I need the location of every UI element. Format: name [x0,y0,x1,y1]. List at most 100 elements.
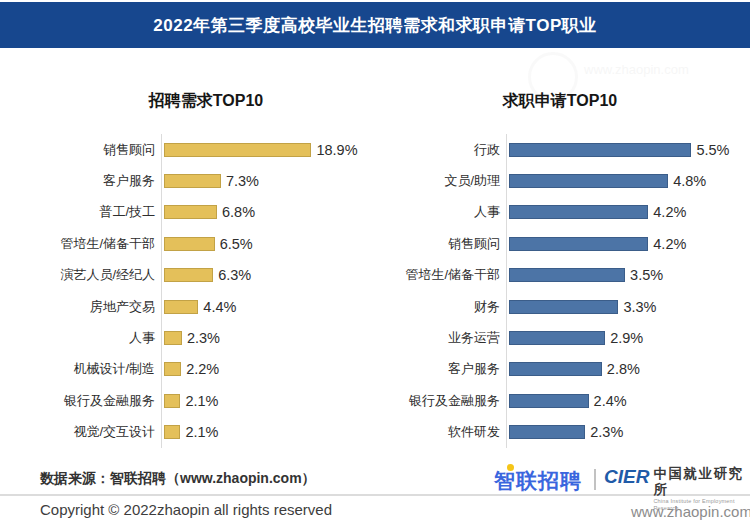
footer-url-text: www.zhaopin.com [631,503,750,520]
plot-area: 3.5% [506,260,747,291]
plot-area: 4.2% [506,228,747,259]
plot-area: 2.3% [506,417,747,448]
bar [509,174,668,188]
bar-row: 普工/技工6.8% [40,197,372,228]
category-label: 演艺人员/经纪人 [40,266,161,284]
bar [164,143,311,157]
data-source-text: 数据来源：智联招聘（www.zhaopin.com） [40,470,316,488]
bar-row: 销售顾问 18.9% [40,134,372,165]
bar-row: 业务运营 2.9% [385,322,747,353]
plot-area: 2.9% [506,322,747,353]
bar-row: 管培生/储备干部6.5% [40,228,372,259]
category-label: 银行及金融服务 [385,392,506,410]
plot-area: 2.1% [161,417,372,448]
watermark-url-text: www.zhaopin.com [584,62,689,77]
value-label: 2.4% [594,393,627,409]
plot-area: 2.2% [161,354,372,385]
plot-area: 2.1% [161,385,372,416]
application-chart: 行政5.5%文员/助理4.8%人事4.2%销售顾问4.2%管培生/储备干部3.5… [385,134,747,448]
bar [164,394,180,408]
bar-row: 人事4.2% [385,197,747,228]
bar [164,331,182,345]
bar-row: 客户服务 2.8% [385,354,747,385]
value-label: 4.2% [653,204,686,220]
bar [509,237,648,251]
bar-row: 销售顾问4.2% [385,228,747,259]
copyright-text: Copyright © 2022zhaopin all rights reser… [40,501,332,518]
plot-area: 3.3% [506,291,747,322]
bar-row: 管培生/储备干部 3.5% [385,260,747,291]
bar-row: 机械设计/制造 2.2% [40,354,372,385]
category-label: 客户服务 [385,360,506,378]
zhaopin-logo: 智联招聘 [494,467,582,495]
bar [164,425,180,439]
category-label: 财务 [385,298,506,316]
cier-logo-acronym: CIER [604,466,649,488]
plot-area: 6.3% [161,260,372,291]
plot-area: 2.3% [161,322,372,353]
value-label: 7.3% [226,173,259,189]
bar-row: 银行及金融服务2.1% [40,385,372,416]
category-label: 客户服务 [40,172,161,190]
bar [509,300,618,314]
category-label: 销售顾问 [385,235,506,253]
bar-row: 财务 3.3% [385,291,747,322]
value-label: 6.3% [218,267,251,283]
bar [509,143,691,157]
category-label: 业务运营 [385,329,506,347]
plot-area: 2.4% [506,385,747,416]
bar-row: 演艺人员/经纪人 6.3% [40,260,372,291]
bar-row: 行政 5.5% [385,134,747,165]
value-label: 2.3% [590,424,623,440]
demand-chart: 销售顾问18.9%客户服务7.3%普工/技工6.8%管培生/储备干部6.5%演艺… [40,134,372,448]
cier-logo-chinese: 中国就业研究所 [653,466,750,498]
bar [509,205,648,219]
value-label: 4.8% [673,173,706,189]
plot-area: 5.5% [506,134,747,165]
logo-divider [594,469,596,490]
bar [164,174,221,188]
plot-area: 4.2% [506,197,747,228]
bar-row: 银行及金融服务 2.4% [385,385,747,416]
plot-area: 2.8% [506,354,747,385]
bar-row: 视觉/交互设计 2.1% [40,417,372,448]
demand-chart-title: 招聘需求TOP10 [36,91,376,112]
value-label: 2.2% [186,361,219,377]
category-label: 管培生/储备干部 [385,266,506,284]
category-label: 普工/技工 [40,203,161,221]
bar-row: 文员/助理4.8% [385,165,747,196]
category-label: 房地产交易 [40,298,161,316]
bar-row: 人事2.3% [40,322,372,353]
bar [164,300,198,314]
value-label: 3.5% [630,267,663,283]
zhaopin-logo-dot-icon [507,464,514,471]
plot-area: 4.8% [506,165,747,196]
category-label: 视觉/交互设计 [40,423,161,441]
category-label: 销售顾问 [40,141,161,159]
plot-area: 18.9% [161,134,372,165]
bar [509,394,589,408]
bar [164,237,215,251]
bar-row: 客户服务 7.3% [40,165,372,196]
application-chart-title: 求职申请TOP10 [390,91,730,112]
bar [509,268,625,282]
plot-area: 6.8% [161,197,372,228]
header-banner: 2022年第三季度高校毕业生招聘需求和求职申请TOP职业 [0,2,750,48]
bar [509,425,585,439]
infographic-canvas: 2022年第三季度高校毕业生招聘需求和求职申请TOP职业 www.zhaopin… [0,0,750,532]
value-label: 18.9% [316,142,357,158]
value-label: 2.1% [185,424,218,440]
category-label: 行政 [385,141,506,159]
value-label: 2.8% [607,361,640,377]
value-label: 5.5% [696,142,729,158]
category-label: 机械设计/制造 [40,360,161,378]
value-label: 2.3% [187,330,220,346]
plot-area: 6.5% [161,228,372,259]
value-label: 2.9% [610,330,643,346]
value-label: 3.3% [623,299,656,315]
plot-area: 7.3% [161,165,372,196]
zhaopin-logo-text: 智联招聘 [494,469,582,492]
bar [164,205,217,219]
page-title: 2022年第三季度高校毕业生招聘需求和求职申请TOP职业 [153,14,596,37]
value-label: 6.5% [220,236,253,252]
